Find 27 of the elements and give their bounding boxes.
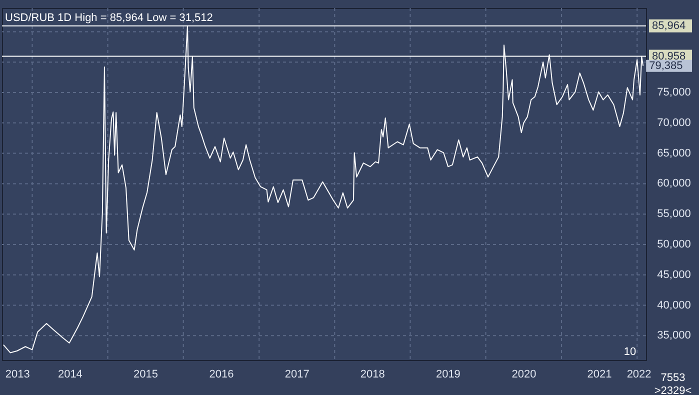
x-tick-label: 2022 bbox=[626, 368, 652, 380]
line-series bbox=[2, 25, 644, 354]
x-tick-label: 2020 bbox=[512, 368, 536, 380]
x-tick-label: 2018 bbox=[360, 368, 385, 380]
annotation: 79,385 bbox=[649, 60, 683, 72]
text: >2329< bbox=[654, 385, 692, 395]
ref-line-label: 85,964 bbox=[652, 20, 686, 32]
x-tick-label: 2017 bbox=[284, 368, 310, 380]
annotation: 10 bbox=[624, 346, 636, 358]
x-tick-label: 2014 bbox=[58, 368, 82, 380]
y-tick-label: 70,000 bbox=[657, 116, 691, 129]
x-tick-label: 2016 bbox=[209, 368, 234, 380]
ref-line-label: 80,958 bbox=[652, 50, 686, 62]
x-tick-label: 2019 bbox=[436, 368, 460, 380]
y-tick-label: 60,000 bbox=[657, 178, 691, 190]
y-tick-label: 50,000 bbox=[657, 238, 691, 250]
y-tick-label: 75,000 bbox=[657, 86, 691, 99]
y-tick-label: 35,000 bbox=[657, 330, 691, 342]
x-tick-label: 2015 bbox=[134, 368, 158, 380]
x-tick-label: 2013 bbox=[5, 368, 30, 380]
y-tick-label: 65,000 bbox=[657, 147, 691, 160]
text: 7553 bbox=[660, 372, 686, 384]
y-tick-label: 45,000 bbox=[657, 268, 691, 281]
y-tick-label: 55,000 bbox=[657, 208, 691, 220]
chart-title: USD/RUB 1D High = 85,964 Low = 31,512 bbox=[5, 12, 213, 24]
x-tick-label: 2021 bbox=[587, 368, 612, 380]
y-tick-label: 40,000 bbox=[657, 299, 691, 312]
